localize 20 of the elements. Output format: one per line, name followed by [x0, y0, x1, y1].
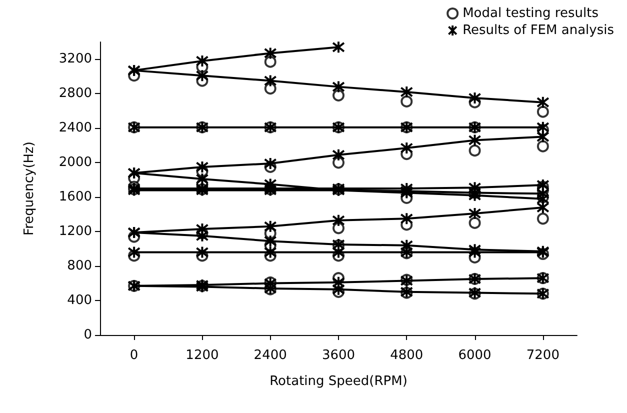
- y-tick-label: 2800: [58, 86, 92, 102]
- y-tick-label: 1600: [58, 190, 92, 205]
- y-tick-label: 3200: [58, 52, 92, 67]
- x-tick-label: 0: [130, 348, 138, 363]
- y-tick-label: 0: [84, 328, 92, 342]
- x-tick-label: 1200: [186, 348, 219, 363]
- y-tick-label: 1200: [58, 224, 92, 240]
- x-tick-label: 6000: [458, 348, 492, 363]
- y-tick-label: 800: [67, 258, 92, 274]
- legend-label: Modal testing results: [462, 6, 599, 21]
- y-tick-label: 2000: [58, 155, 92, 170]
- x-tick-label: 2400: [254, 348, 287, 363]
- x-axis-title: Rotating Speed(RPM): [270, 374, 408, 389]
- x-tick-label: 4800: [390, 348, 424, 363]
- y-tick-label: 2400: [58, 120, 92, 136]
- x-tick-label: 7200: [526, 348, 560, 363]
- x-tick-label: 3600: [322, 348, 356, 363]
- legend-label: Results of FEM analysis: [462, 23, 614, 38]
- y-axis-title: Frequency(Hz): [22, 142, 37, 236]
- y-tick-label: 400: [67, 293, 92, 308]
